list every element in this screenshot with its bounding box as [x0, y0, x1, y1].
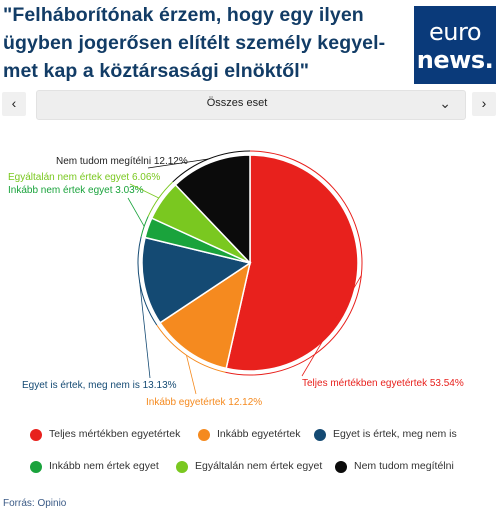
- pie-slice: [141, 236, 252, 324]
- slice-data-label: Inkább nem értek egyet 3.03%: [8, 185, 144, 196]
- logo-text-news: news.: [416, 46, 494, 74]
- pie-slice: [159, 261, 252, 370]
- slice-data-label: Nem tudom megítélni 12.12%: [56, 156, 188, 167]
- legend-label: Inkább egyetértek: [217, 428, 301, 440]
- legend-label: Egyet is értek, meg nem is: [333, 428, 457, 440]
- legend-swatch: [335, 461, 347, 473]
- legend-label: Egyáltalán nem értek egyet: [195, 460, 323, 472]
- slice-bracket: [137, 236, 158, 326]
- chart-title: "Felháborítónak érzem, hogy egy ilyen üg…: [3, 4, 386, 82]
- legend-swatch: [30, 429, 42, 441]
- legend-label: Inkább nem értek egyet: [49, 460, 159, 472]
- leader-line: [147, 158, 209, 169]
- euronews-logo: euro news.: [414, 6, 496, 84]
- pie-slice: [225, 154, 359, 372]
- slice-data-label: Egyáltalán nem értek egyet 6.06%: [8, 172, 160, 183]
- legend-label: Nem tudom megítélni: [354, 460, 454, 472]
- chevron-left-icon: ‹: [11, 95, 17, 111]
- leader-line: [301, 275, 362, 377]
- legend-swatch: [176, 461, 188, 473]
- chevron-right-icon: ›: [481, 95, 487, 111]
- next-button[interactable]: ›: [472, 92, 496, 116]
- slice-data-label: Inkább egyetértek 12.12%: [146, 397, 262, 408]
- legend-swatch: [30, 461, 42, 473]
- slice-bracket: [140, 216, 149, 237]
- leader-line: [139, 282, 151, 379]
- legend-label: Teljes mértékben egyetértek: [49, 428, 181, 440]
- legend-swatch: [314, 429, 326, 441]
- select-value: Összes eset: [206, 97, 268, 109]
- slice-data-label: Teljes mértékben egyetértek 53.54%: [302, 378, 464, 389]
- slice-bracket: [156, 324, 226, 373]
- leader-line: [129, 183, 159, 199]
- pie-slice: [174, 154, 251, 265]
- legend-swatch: [198, 429, 210, 441]
- pie-chart: Teljes mértékben egyetértek 53.54% Inkább…: [8, 150, 464, 408]
- slice-bracket: [147, 181, 174, 217]
- slice-data-label: Egyet is értek, meg nem is 13.13%: [22, 380, 177, 391]
- case-select[interactable]: Összes eset ⌄: [36, 90, 466, 120]
- previous-button[interactable]: ‹: [2, 92, 26, 116]
- leader-line: [186, 355, 197, 395]
- leader-line: [127, 197, 145, 227]
- source-note: Forrás: Opinio: [3, 498, 67, 509]
- chevron-down-icon: ⌄: [439, 95, 451, 111]
- logo-text-euro: euro: [429, 18, 482, 46]
